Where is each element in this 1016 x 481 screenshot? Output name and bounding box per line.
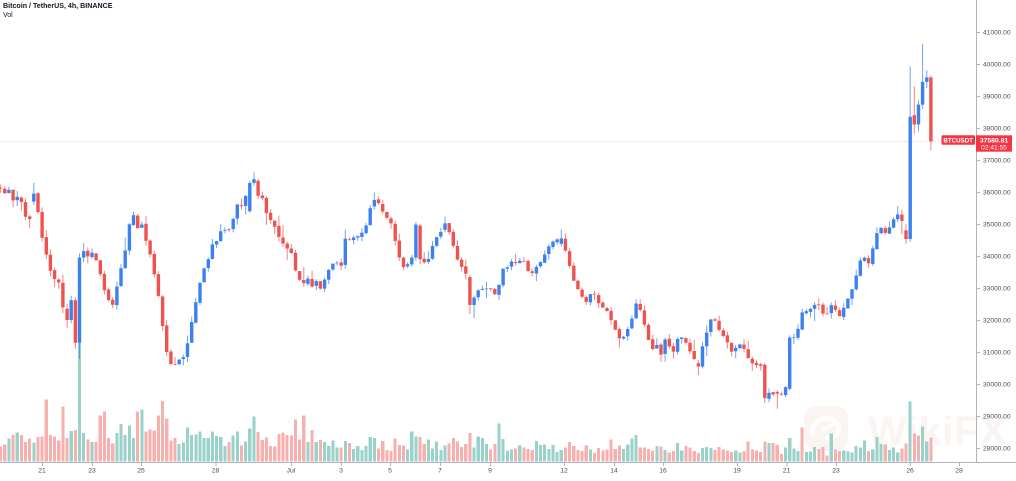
svg-text:28: 28 (955, 468, 963, 475)
svg-text:39000.00: 39000.00 (983, 94, 1011, 101)
svg-text:33000.00: 33000.00 (983, 286, 1011, 293)
svg-text:3: 3 (339, 468, 343, 475)
svg-text:Bitcoin / TetherUS, 4h, BINANC: Bitcoin / TetherUS, 4h, BINANCE (3, 2, 113, 10)
svg-text:21: 21 (783, 468, 791, 475)
svg-text:34000.00: 34000.00 (983, 254, 1011, 261)
svg-text:37580.81: 37580.81 (980, 137, 1009, 144)
svg-text:28: 28 (212, 468, 220, 475)
svg-text:30000.00: 30000.00 (983, 382, 1011, 389)
svg-text:7: 7 (438, 468, 442, 475)
svg-text:19: 19 (733, 468, 741, 475)
svg-text:02:41:55: 02:41:55 (981, 145, 1007, 152)
svg-text:5: 5 (388, 468, 392, 475)
svg-text:37000.00: 37000.00 (983, 158, 1011, 165)
svg-text:38000.00: 38000.00 (983, 126, 1011, 133)
svg-text:WikiFX: WikiFX (868, 408, 1007, 454)
svg-text:29000.00: 29000.00 (983, 414, 1011, 421)
svg-text:Vol: Vol (3, 12, 13, 19)
svg-text:36000.00: 36000.00 (983, 190, 1011, 197)
svg-text:41000.00: 41000.00 (983, 30, 1011, 37)
svg-text:35000.00: 35000.00 (983, 222, 1011, 229)
svg-text:21: 21 (38, 468, 46, 475)
svg-text:32000.00: 32000.00 (983, 318, 1011, 325)
svg-text:25: 25 (137, 468, 145, 475)
svg-text:23: 23 (88, 468, 96, 475)
svg-text:26: 26 (906, 468, 914, 475)
svg-text:9: 9 (488, 468, 492, 475)
svg-text:12: 12 (560, 468, 568, 475)
svg-text:16: 16 (659, 468, 667, 475)
svg-text:31000.00: 31000.00 (983, 350, 1011, 357)
svg-text:28000.00: 28000.00 (983, 446, 1011, 453)
svg-text:Jul: Jul (287, 468, 296, 475)
svg-text:14: 14 (610, 468, 618, 475)
svg-text:40000.00: 40000.00 (983, 62, 1011, 69)
svg-text:BTCUSDT: BTCUSDT (943, 138, 973, 145)
svg-text:23: 23 (832, 468, 840, 475)
